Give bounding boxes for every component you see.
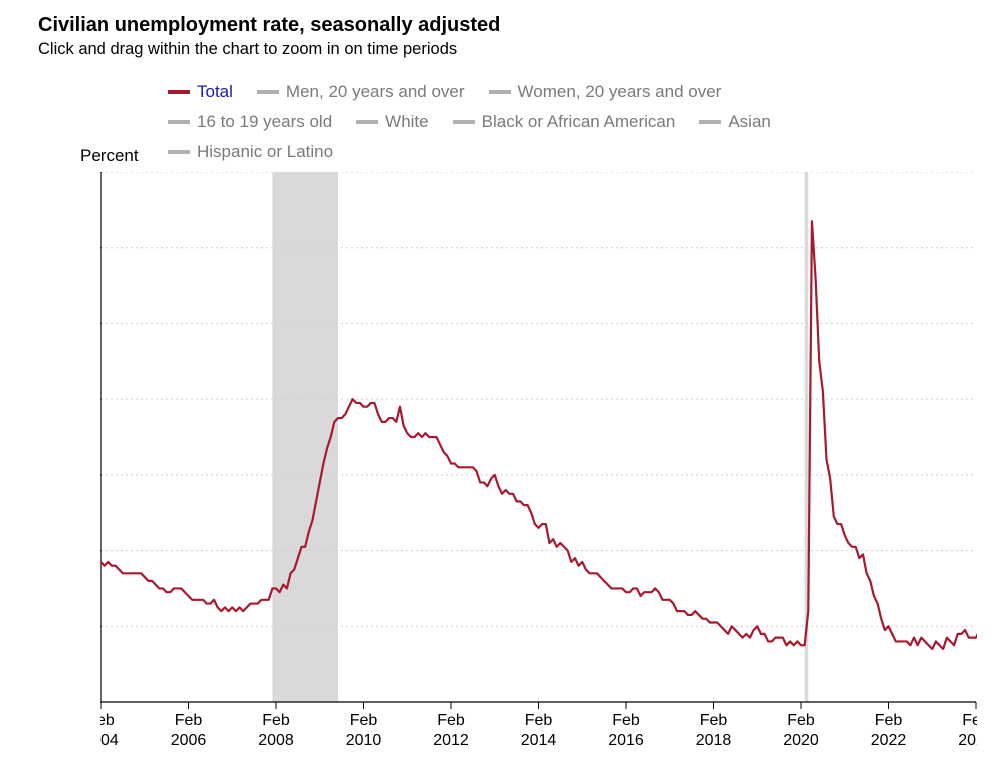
x-tick-label-top: Feb [175,712,203,729]
legend-swatch [168,120,190,124]
x-tick-label-year: 2020 [783,732,819,749]
x-tick-label-top: Feb [612,712,640,729]
legend-label: Men, 20 years and over [286,82,465,102]
legend-swatch [356,120,378,124]
legend-label: White [385,112,428,132]
plot-area[interactable]: 2.04.06.08.010.012.014.016.0Feb2004Feb20… [100,172,975,762]
legend-label: Total [197,82,233,102]
x-tick-label-top: Feb [787,712,815,729]
legend-item-men-20-years-and-over[interactable]: Men, 20 years and over [257,82,465,102]
legend-item-black-or-african-american[interactable]: Black or African American [453,112,676,132]
legend-label: Women, 20 years and over [518,82,722,102]
x-tick-label-year: 2008 [258,732,294,749]
chart-title: Civilian unemployment rate, seasonally a… [38,14,500,37]
x-tick-label-top: Feb [700,712,728,729]
x-tick-label-top: Feb [437,712,465,729]
legend-item-white[interactable]: White [356,112,428,132]
legend-item-asian[interactable]: Asian [699,112,771,132]
x-tick-label-year: 2004 [100,732,119,749]
recession-band [272,172,338,702]
legend-item-total[interactable]: Total [168,82,233,102]
x-tick-label-top: Feb [875,712,903,729]
x-tick-label-top: Feb [962,712,977,729]
chart-subtitle: Click and drag within the chart to zoom … [38,40,457,59]
legend-item-women-20-years-and-over[interactable]: Women, 20 years and over [489,82,722,102]
legend: Total Men, 20 years and over Women, 20 yea… [168,82,888,162]
x-tick-label-year: 2022 [871,732,907,749]
legend-swatch [168,90,190,94]
x-tick-label-top: Feb [100,712,115,729]
legend-label: Hispanic or Latino [197,142,333,162]
y-axis-title: Percent [80,146,139,166]
legend-label: 16 to 19 years old [197,112,332,132]
x-tick-label-year: 2014 [521,732,557,749]
x-tick-label-top: Feb [262,712,290,729]
legend-swatch [489,90,511,94]
legend-item-16-to-19-years-old[interactable]: 16 to 19 years old [168,112,332,132]
series-line-total [101,221,977,649]
x-tick-label-year: 2024 [958,732,977,749]
x-tick-label-top: Feb [350,712,378,729]
x-tick-label-year: 2016 [608,732,644,749]
legend-swatch [168,150,190,154]
x-tick-label-year: 2012 [433,732,469,749]
x-tick-label-year: 2018 [696,732,732,749]
x-tick-label-year: 2010 [346,732,382,749]
legend-label: Black or African American [482,112,676,132]
x-tick-label-top: Feb [525,712,553,729]
legend-swatch [699,120,721,124]
legend-swatch [257,90,279,94]
legend-swatch [453,120,475,124]
chart-container: Civilian unemployment rate, seasonally a… [0,0,1000,778]
legend-item-hispanic-or-latino[interactable]: Hispanic or Latino [168,142,333,162]
legend-label: Asian [728,112,771,132]
x-tick-label-year: 2006 [171,732,207,749]
